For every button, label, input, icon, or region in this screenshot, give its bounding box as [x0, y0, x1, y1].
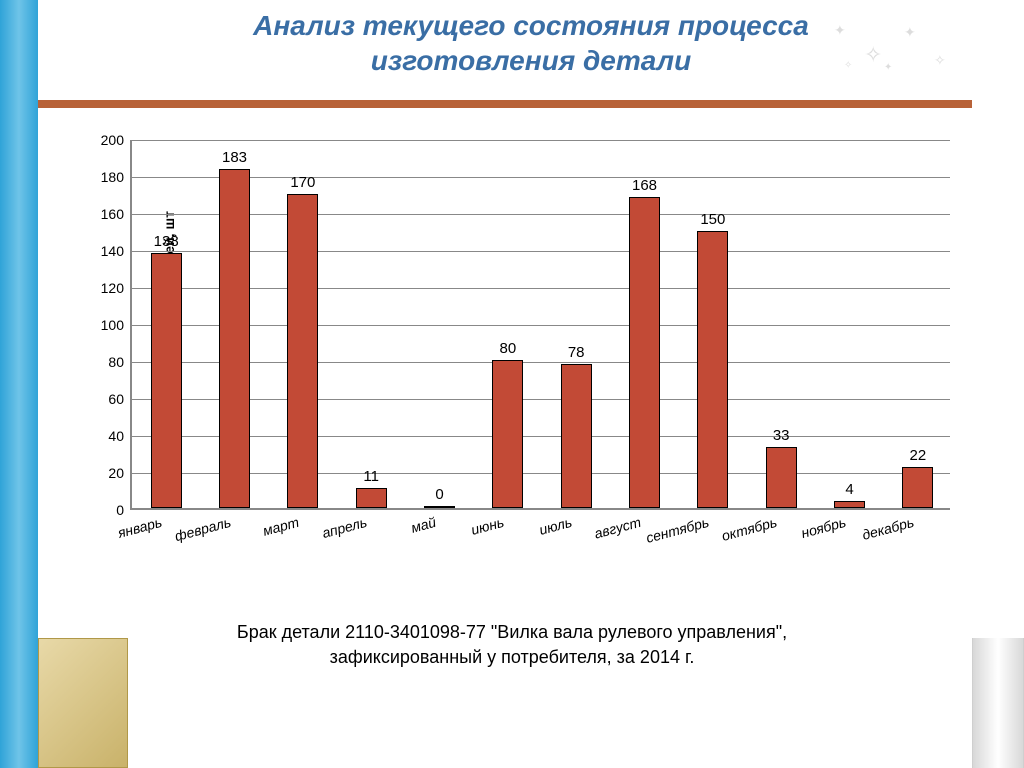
bar: 168 — [629, 197, 660, 508]
bar: 138 — [151, 253, 182, 508]
bar: 4 — [834, 501, 865, 508]
bar: 150 — [697, 231, 728, 509]
ytick-label: 20 — [108, 465, 132, 481]
slide-title: Анализ текущего состояния процесса изгот… — [38, 8, 1024, 78]
chart-plot-area: 020406080100120140160180200138январь183ф… — [130, 140, 950, 510]
bar: 0 — [424, 506, 455, 508]
bar: 183 — [219, 169, 250, 508]
ytick-label: 80 — [108, 354, 132, 370]
title-line-1: Анализ текущего состояния процесса — [253, 10, 809, 41]
bar: 33 — [766, 447, 797, 508]
bar: 80 — [492, 360, 523, 508]
bar: 11 — [356, 488, 387, 508]
ytick-label: 180 — [101, 169, 132, 185]
ytick-label: 120 — [101, 280, 132, 296]
bar-value-label: 22 — [909, 447, 926, 464]
ytick-label: 160 — [101, 206, 132, 222]
slide: Анализ текущего состояния процесса изгот… — [0, 0, 1024, 768]
bar-value-label: 0 — [435, 486, 443, 503]
chart-caption: Брак детали 2110-3401098-77 "Вилка вала … — [0, 620, 1024, 670]
bar-value-label: 78 — [568, 344, 585, 361]
bar-value-label: 150 — [700, 211, 725, 228]
ytick-label: 200 — [101, 132, 132, 148]
grid-line — [132, 325, 950, 326]
title-line-2: изготовления детали — [371, 45, 691, 76]
grid-line — [132, 473, 950, 474]
ytick-label: 140 — [101, 243, 132, 259]
title-bar: Анализ текущего состояния процесса изгот… — [38, 0, 1024, 100]
grid-line — [132, 288, 950, 289]
title-underline — [38, 100, 972, 108]
bar-value-label: 4 — [845, 481, 853, 498]
bar-value-label: 80 — [499, 340, 516, 357]
bar-value-label: 183 — [222, 149, 247, 166]
grid-line — [132, 140, 950, 141]
caption-line-1: Брак детали 2110-3401098-77 "Вилка вала … — [237, 622, 787, 642]
bar-value-label: 138 — [154, 233, 179, 250]
ytick-label: 60 — [108, 391, 132, 407]
ytick-label: 100 — [101, 317, 132, 333]
bar-value-label: 168 — [632, 177, 657, 194]
grid-line — [132, 177, 950, 178]
bar-value-label: 33 — [773, 427, 790, 444]
chart: количество забракованных деталей, шт 020… — [70, 130, 970, 570]
grid-line — [132, 214, 950, 215]
ytick-label: 0 — [116, 502, 132, 518]
caption-line-2: зафиксированный у потребителя, за 2014 г… — [330, 647, 695, 667]
bar: 22 — [902, 467, 933, 508]
grid-line — [132, 251, 950, 252]
grid-line — [132, 436, 950, 437]
bar: 170 — [287, 194, 318, 509]
bar: 78 — [561, 364, 592, 508]
bar-value-label: 11 — [363, 468, 379, 485]
grid-line — [132, 399, 950, 400]
ytick-label: 40 — [108, 428, 132, 444]
grid-line — [132, 362, 950, 363]
bar-value-label: 170 — [290, 174, 315, 191]
